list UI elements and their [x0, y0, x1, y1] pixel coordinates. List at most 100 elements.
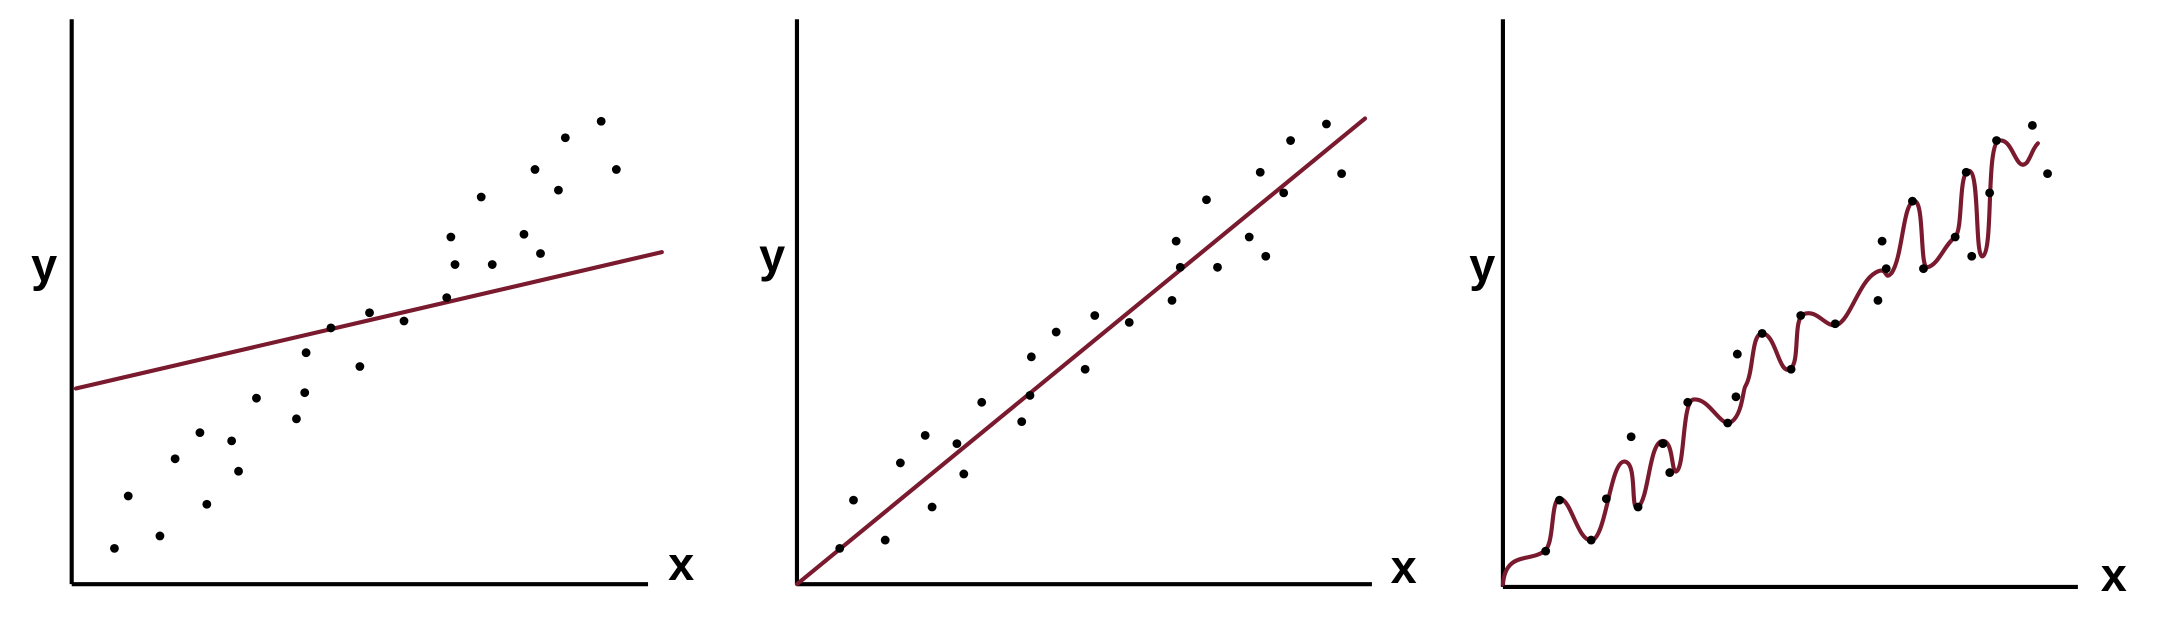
point	[1124, 317, 1134, 327]
point	[1919, 264, 1928, 274]
panel-underfit: y x	[31, 19, 694, 590]
point	[170, 454, 180, 464]
point	[1175, 262, 1185, 272]
x-axis-label: x	[1391, 541, 1417, 593]
point	[155, 531, 165, 541]
point	[1202, 195, 1211, 205]
point	[977, 397, 987, 407]
point	[1732, 349, 1742, 359]
points	[835, 119, 1347, 553]
point	[1026, 352, 1036, 362]
point	[227, 436, 237, 446]
point	[300, 388, 310, 398]
point	[450, 260, 460, 269]
point	[1665, 468, 1675, 477]
fit-line	[73, 250, 664, 391]
point	[123, 491, 133, 501]
point	[1017, 417, 1027, 427]
y-axis-label: y	[31, 239, 57, 291]
x-axis-label: x	[668, 538, 694, 590]
point	[1992, 136, 2001, 145]
point	[611, 165, 621, 174]
point	[1683, 397, 1693, 407]
point	[1985, 188, 1995, 198]
point	[1555, 495, 1564, 505]
point	[1171, 236, 1181, 246]
point	[959, 469, 969, 479]
point	[252, 393, 261, 403]
y-axis-label: y	[759, 229, 785, 281]
fit-curve	[1500, 138, 2040, 587]
point	[880, 535, 890, 545]
point	[1279, 188, 1289, 198]
point	[1167, 295, 1177, 305]
point	[2043, 169, 2052, 179]
point	[1658, 439, 1668, 449]
point	[1286, 136, 1295, 145]
point	[476, 192, 486, 202]
point	[835, 543, 845, 553]
point	[1873, 295, 1883, 305]
point	[1877, 236, 1887, 246]
point	[1950, 232, 1960, 242]
fit-line	[794, 116, 1368, 587]
point	[1586, 535, 1596, 545]
point	[1723, 418, 1733, 428]
point	[1731, 392, 1741, 402]
point	[1255, 167, 1265, 177]
point	[1881, 264, 1891, 274]
point	[1337, 169, 1347, 179]
point	[596, 116, 606, 126]
point	[554, 185, 563, 195]
point	[202, 499, 212, 509]
point	[1322, 119, 1331, 129]
point	[1025, 391, 1035, 400]
point	[195, 428, 205, 438]
point	[1261, 251, 1271, 261]
point	[2027, 120, 2037, 130]
points	[1541, 120, 2052, 556]
point	[952, 439, 962, 449]
point	[1541, 546, 1551, 556]
point	[1786, 364, 1796, 374]
point	[1908, 196, 1917, 206]
point	[927, 502, 937, 512]
point	[1626, 432, 1636, 442]
point	[1830, 319, 1840, 329]
point	[301, 348, 311, 358]
point	[292, 414, 301, 424]
point	[895, 458, 905, 468]
point	[536, 249, 545, 258]
point	[1051, 327, 1061, 337]
point	[849, 495, 858, 505]
x-axis-label: x	[2101, 549, 2127, 601]
point	[1080, 364, 1090, 374]
point	[234, 466, 243, 476]
point	[920, 430, 930, 440]
y-axis-label: y	[1469, 239, 1495, 291]
point	[530, 165, 540, 174]
point	[560, 133, 570, 143]
point	[519, 229, 529, 239]
point	[365, 308, 374, 318]
point	[1967, 251, 1977, 261]
point	[1244, 232, 1254, 242]
point	[1213, 262, 1222, 272]
point	[326, 323, 336, 333]
point	[1961, 167, 1971, 177]
point	[1796, 311, 1806, 320]
point	[355, 362, 365, 371]
point	[110, 543, 119, 553]
point	[446, 232, 456, 242]
point	[442, 293, 452, 303]
panel-good-fit: y x	[759, 19, 1417, 593]
point	[399, 316, 409, 326]
points	[110, 116, 621, 553]
point	[1633, 502, 1643, 512]
point	[1090, 311, 1100, 320]
panel-overfit: y x	[1469, 19, 2127, 601]
point	[1601, 494, 1611, 504]
point	[487, 260, 497, 269]
